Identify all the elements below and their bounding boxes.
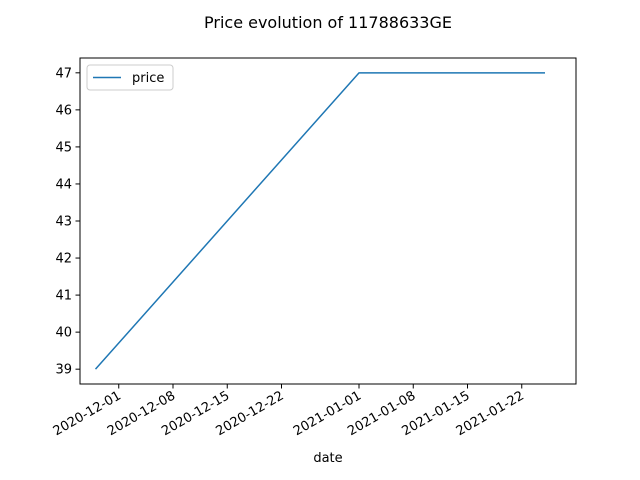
y-tick-label-4: 43 xyxy=(55,215,72,230)
legend: price xyxy=(86,64,174,91)
y-tick-label-6: 45 xyxy=(55,140,72,155)
x-axis-label: date xyxy=(313,451,342,466)
y-axis: 39 40 41 42 43 44 45 46 47 xyxy=(55,66,80,378)
series-line-0 xyxy=(94,72,545,370)
y-tick-label-3: 42 xyxy=(55,252,72,267)
series-layer xyxy=(94,72,545,370)
legend-label-0: price xyxy=(132,71,164,86)
y-tick-label-1: 40 xyxy=(55,326,72,341)
y-tick-label-5: 44 xyxy=(55,177,72,192)
chart-title: Price evolution of 11788633GE xyxy=(204,13,452,32)
y-tick-label-0: 39 xyxy=(55,363,72,378)
y-tick-label-7: 46 xyxy=(55,103,72,118)
y-tick-label-2: 41 xyxy=(55,289,72,304)
y-tick-label-8: 47 xyxy=(55,66,72,81)
legend-box xyxy=(86,64,174,91)
